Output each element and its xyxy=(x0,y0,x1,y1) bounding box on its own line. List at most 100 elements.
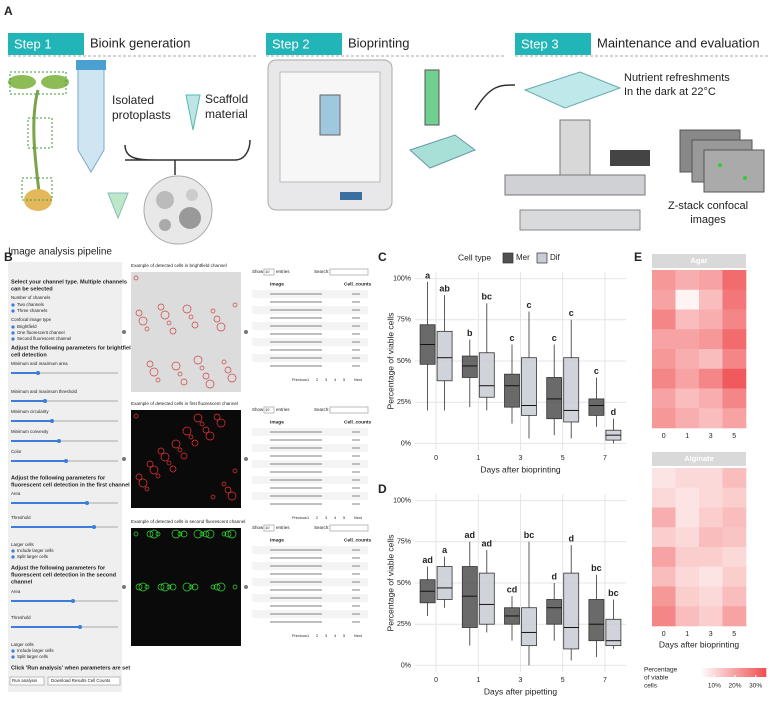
nozzle xyxy=(424,69,440,126)
label: In the dark at 22°C xyxy=(624,86,716,98)
detected-cell xyxy=(193,529,203,539)
connector xyxy=(122,457,126,461)
strip xyxy=(652,452,746,466)
colorbar-step xyxy=(726,668,729,677)
significance-letter: ad xyxy=(465,530,476,540)
heat-cell xyxy=(675,270,700,291)
detected-cell xyxy=(216,322,226,332)
heat-cell xyxy=(722,468,747,489)
heat-cell xyxy=(675,586,700,607)
detected-cell xyxy=(213,413,221,421)
leaf xyxy=(41,75,69,89)
eyepiece xyxy=(610,150,650,166)
sidebar-text: cell detection xyxy=(11,352,47,358)
y-tick-label: 50% xyxy=(397,358,411,365)
x-tick-label: 3 xyxy=(519,455,523,462)
leaf xyxy=(8,75,36,89)
detected-cell xyxy=(160,582,170,592)
heat-cell xyxy=(675,566,700,587)
slider-handle xyxy=(78,625,82,629)
table-text: entries xyxy=(276,525,290,530)
sidebar-text: Run analysis xyxy=(12,678,38,683)
sidebar-text: Three channels xyxy=(17,308,48,313)
heat-cell xyxy=(722,329,747,350)
detected-cell xyxy=(227,491,237,501)
detected-cell xyxy=(188,314,194,320)
detected-cell xyxy=(227,373,237,383)
button xyxy=(47,676,121,686)
heat-cell xyxy=(699,309,723,330)
detected-cell xyxy=(166,460,172,466)
detected-cell xyxy=(169,327,177,335)
detected-cell xyxy=(221,359,227,365)
detected-cell xyxy=(199,421,205,427)
detected-cell xyxy=(199,531,205,537)
y-tick-label: 100% xyxy=(393,275,411,282)
heat-cell xyxy=(652,349,676,370)
detected-cell xyxy=(202,530,210,538)
radio xyxy=(11,309,15,313)
heat-cell xyxy=(699,606,723,627)
cell xyxy=(159,219,171,231)
step-label: Step 2 xyxy=(272,36,310,51)
table-text: 10 xyxy=(265,407,270,412)
image-caption: Example of detected cells in brightfield… xyxy=(131,263,227,268)
sidebar-text: Threshold xyxy=(11,515,31,520)
heat-cell xyxy=(722,507,747,528)
box xyxy=(461,566,478,628)
detected-cell xyxy=(166,320,172,326)
slider-handle xyxy=(50,419,54,423)
step-banner xyxy=(8,33,84,55)
x-axis-title: Days after pipetting xyxy=(484,686,558,696)
strip xyxy=(652,254,746,268)
label: Z-stack confocal xyxy=(668,200,748,212)
significance-letter: ab xyxy=(439,283,450,293)
box xyxy=(436,566,453,600)
heat-cell xyxy=(675,507,700,528)
table-text: 10 xyxy=(265,525,270,530)
colorbar-step xyxy=(713,668,716,677)
sidebar-text: Larger cells xyxy=(11,642,34,647)
tube xyxy=(77,67,105,173)
significance-letter: b xyxy=(467,328,473,338)
table-text: Show xyxy=(252,269,264,274)
colorbar-step xyxy=(715,668,718,677)
label: images xyxy=(690,214,726,226)
plate xyxy=(523,71,622,109)
sidebar-text: Minimum convexity xyxy=(11,429,49,434)
detected-cell xyxy=(193,413,203,423)
detected-cell xyxy=(227,529,237,539)
arrow xyxy=(474,84,516,111)
detected-cell xyxy=(177,371,183,377)
y-tick-label: 25% xyxy=(397,621,411,628)
x-tick-label: 7 xyxy=(603,455,607,462)
colorbar-step xyxy=(741,668,745,677)
panel-letter: E xyxy=(634,250,642,264)
sidebar-text: Adjust the following parameters for xyxy=(11,475,106,481)
pager: Next xyxy=(354,378,363,382)
connector xyxy=(244,585,248,589)
step-title: Bioprinting xyxy=(348,35,409,50)
detected-cell xyxy=(146,360,154,368)
sidebar-text: Select your channel type. Multiple chann… xyxy=(11,279,127,285)
pager: 5 xyxy=(343,378,345,382)
pager: Next xyxy=(354,634,363,638)
table-header: Cell_counts xyxy=(344,419,372,425)
detected-cell xyxy=(157,303,165,311)
sidebar-text: Brightfield xyxy=(17,324,37,329)
box xyxy=(521,607,537,647)
detected-cell xyxy=(191,321,199,329)
colorbar-label: 30% xyxy=(749,683,762,690)
detected-cell xyxy=(224,366,232,374)
confocal-image xyxy=(703,149,765,193)
table-text: 10 xyxy=(265,269,270,274)
heat-cell xyxy=(675,408,700,429)
select xyxy=(263,268,275,276)
x-tick-label: 1 xyxy=(476,677,480,684)
heat-cell xyxy=(722,566,747,587)
heat-cell xyxy=(652,408,676,429)
sidebar-text: Minimum and maximum threshold xyxy=(11,389,77,394)
heat-cell xyxy=(652,329,676,350)
heatmap-title: Alginate xyxy=(684,454,714,463)
sidebar-text: Adjust the following parameters for brig… xyxy=(11,345,135,351)
